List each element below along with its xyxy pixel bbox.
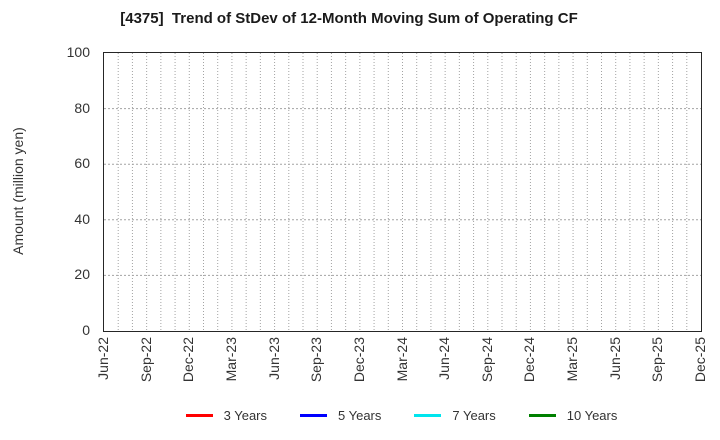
legend-line-swatch bbox=[528, 413, 556, 417]
legend-label: 10 Years bbox=[566, 407, 618, 423]
y-tick-label: 100 bbox=[66, 44, 90, 60]
x-tick-label: Mar-24 bbox=[393, 337, 410, 382]
x-tick-label: Mar-25 bbox=[564, 337, 581, 382]
x-tick-label: Dec-22 bbox=[180, 337, 197, 383]
y-axis-title: Amount (million yen) bbox=[10, 127, 26, 255]
y-tick-label: 60 bbox=[74, 155, 90, 172]
legend-line-swatch bbox=[185, 413, 213, 417]
y-tick-label: 40 bbox=[74, 210, 90, 227]
x-tick-label: Jun-24 bbox=[436, 337, 453, 380]
legend-label: 7 Years bbox=[452, 407, 496, 423]
legend-item: 5 Years bbox=[300, 408, 381, 423]
x-tick-label: Jun-22 bbox=[95, 337, 111, 380]
y-tick-label: 20 bbox=[74, 266, 90, 283]
x-tick-label: Jun-25 bbox=[606, 337, 623, 380]
x-tick-label: Jun-23 bbox=[265, 337, 282, 380]
chart-title: [4375] Trend of StDev of 12-Month Moving… bbox=[120, 10, 578, 27]
x-tick-label: Dec-25 bbox=[692, 337, 708, 383]
legend-line-swatch bbox=[414, 413, 442, 417]
plot-area bbox=[103, 52, 702, 332]
x-tick-label: Mar-23 bbox=[222, 337, 239, 382]
gridlines bbox=[104, 53, 701, 331]
x-tick-label: Dec-24 bbox=[521, 337, 538, 383]
x-tick-label: Sep-22 bbox=[137, 337, 154, 383]
legend-label: 5 Years bbox=[338, 407, 382, 423]
legend: 3 Years 5 Years 7 Years 10 Years bbox=[103, 405, 700, 425]
legend-item: 10 Years bbox=[528, 407, 618, 423]
x-tick-label: Dec-23 bbox=[350, 337, 367, 383]
x-tick-label: Sep-24 bbox=[478, 337, 495, 383]
x-tick-label: Sep-25 bbox=[649, 337, 666, 383]
y-tick-label: 80 bbox=[74, 99, 90, 116]
legend-label: 3 Years bbox=[223, 407, 267, 423]
y-tick-label: 0 bbox=[82, 322, 90, 338]
legend-item: 3 Years bbox=[185, 407, 267, 423]
legend-item: 7 Years bbox=[414, 407, 496, 423]
x-tick-label: Sep-23 bbox=[308, 337, 325, 383]
legend-line-swatch bbox=[300, 413, 327, 417]
